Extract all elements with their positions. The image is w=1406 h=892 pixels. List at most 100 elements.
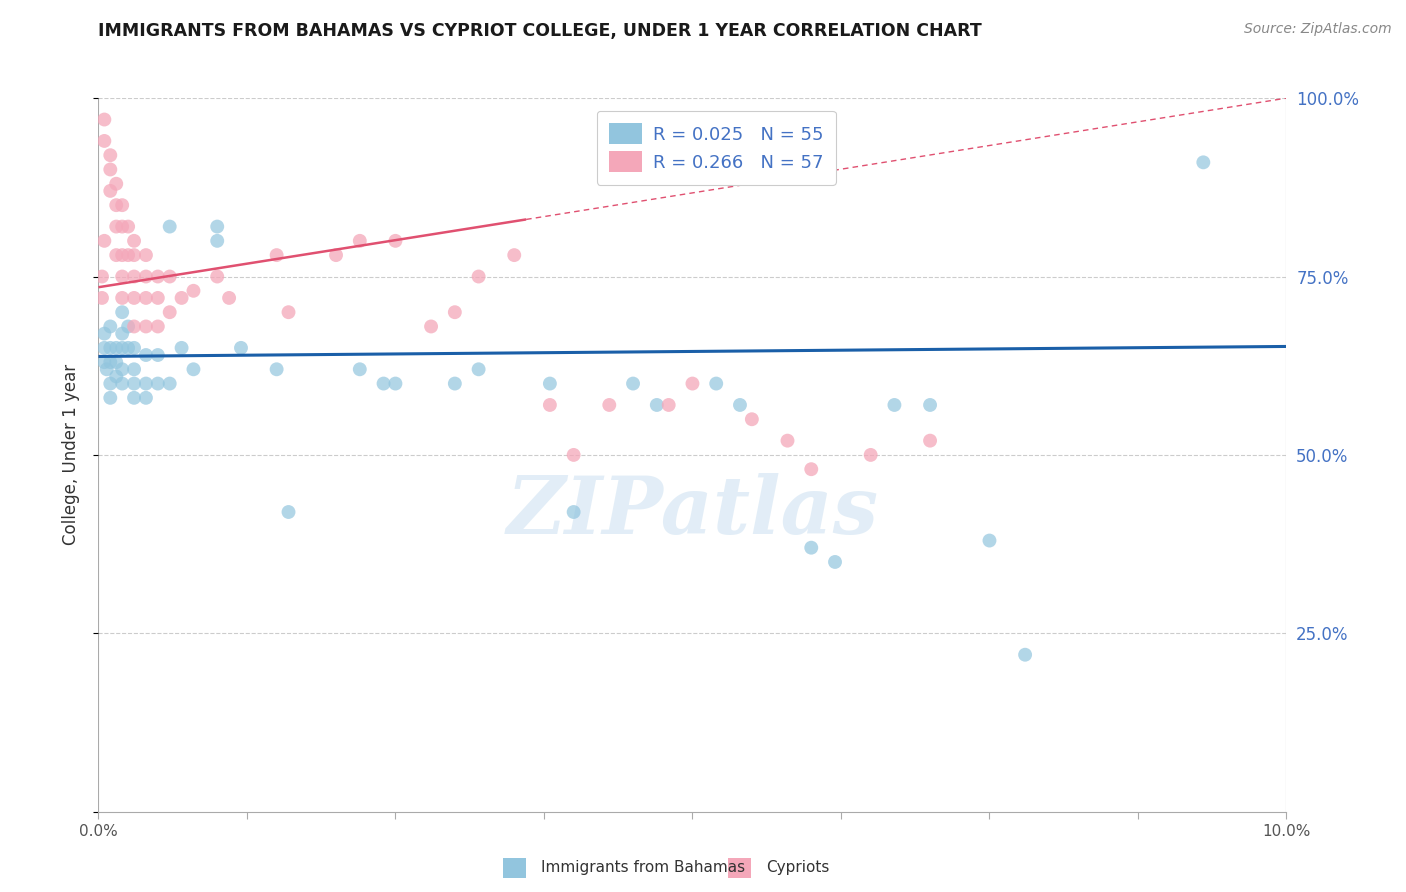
- Point: [93, 355, 115, 369]
- Point: [207, 219, 229, 234]
- Point: [562, 448, 585, 462]
- Point: [443, 305, 465, 319]
- Point: [183, 362, 205, 376]
- Point: [111, 219, 134, 234]
- Point: [146, 319, 169, 334]
- Point: [117, 248, 139, 262]
- Point: [658, 398, 681, 412]
- Point: [824, 555, 846, 569]
- Point: [105, 355, 128, 369]
- Point: [159, 219, 181, 234]
- Point: [98, 391, 121, 405]
- Text: Source: ZipAtlas.com: Source: ZipAtlas.com: [1244, 22, 1392, 37]
- Point: [349, 234, 371, 248]
- Point: [859, 448, 882, 462]
- Point: [538, 398, 561, 412]
- Point: [170, 341, 193, 355]
- Point: [920, 398, 942, 412]
- Point: [229, 341, 252, 355]
- Point: [111, 326, 134, 341]
- Point: [373, 376, 395, 391]
- Point: [349, 362, 371, 376]
- Point: [93, 326, 115, 341]
- Point: [122, 362, 145, 376]
- Point: [111, 248, 134, 262]
- Point: [93, 134, 115, 148]
- Point: [117, 219, 139, 234]
- Point: [146, 269, 169, 284]
- Text: IMMIGRANTS FROM BAHAMAS VS CYPRIOT COLLEGE, UNDER 1 YEAR CORRELATION CHART: IMMIGRANTS FROM BAHAMAS VS CYPRIOT COLLE…: [98, 22, 983, 40]
- Point: [105, 198, 128, 212]
- Point: [741, 412, 763, 426]
- Point: [135, 291, 157, 305]
- Point: [111, 362, 134, 376]
- Point: [598, 398, 620, 412]
- Point: [384, 234, 406, 248]
- Point: [135, 248, 157, 262]
- Point: [538, 376, 561, 391]
- Point: [93, 234, 115, 248]
- Point: [98, 184, 121, 198]
- Point: [135, 319, 157, 334]
- Point: [105, 248, 128, 262]
- Point: [277, 505, 299, 519]
- Text: Immigrants from Bahamas: Immigrants from Bahamas: [541, 860, 745, 874]
- Y-axis label: College, Under 1 year: College, Under 1 year: [62, 364, 80, 546]
- Point: [704, 376, 727, 391]
- Point: [111, 376, 134, 391]
- Point: [384, 376, 406, 391]
- Point: [682, 376, 704, 391]
- Point: [207, 234, 229, 248]
- Point: [776, 434, 799, 448]
- Point: [96, 362, 118, 376]
- Point: [325, 248, 347, 262]
- Point: [146, 291, 169, 305]
- Text: Cypriots: Cypriots: [766, 860, 830, 874]
- Point: [105, 177, 128, 191]
- Point: [98, 319, 121, 334]
- Point: [111, 305, 134, 319]
- Point: [98, 148, 121, 162]
- Point: [122, 291, 145, 305]
- Point: [277, 305, 299, 319]
- Point: [93, 341, 115, 355]
- Point: [122, 319, 145, 334]
- Point: [122, 234, 145, 248]
- Point: [562, 505, 585, 519]
- Point: [122, 391, 145, 405]
- Point: [135, 348, 157, 362]
- Point: [135, 269, 157, 284]
- Point: [420, 319, 443, 334]
- Point: [800, 541, 823, 555]
- Point: [1192, 155, 1215, 169]
- Point: [443, 376, 465, 391]
- Point: [159, 269, 181, 284]
- Point: [621, 376, 644, 391]
- Point: [920, 434, 942, 448]
- Point: [111, 341, 134, 355]
- Legend: R = 0.025   N = 55, R = 0.266   N = 57: R = 0.025 N = 55, R = 0.266 N = 57: [596, 111, 835, 185]
- Point: [467, 269, 489, 284]
- Point: [117, 319, 139, 334]
- Point: [1014, 648, 1036, 662]
- Point: [91, 269, 114, 284]
- Point: [105, 369, 128, 384]
- Point: [159, 305, 181, 319]
- Point: [266, 248, 288, 262]
- Point: [266, 362, 288, 376]
- Point: [111, 269, 134, 284]
- Point: [93, 112, 115, 127]
- Point: [98, 341, 121, 355]
- Point: [98, 355, 121, 369]
- Point: [105, 219, 128, 234]
- Point: [117, 341, 139, 355]
- Point: [111, 291, 134, 305]
- Point: [207, 269, 229, 284]
- Point: [122, 341, 145, 355]
- Point: [170, 291, 193, 305]
- Point: [503, 248, 526, 262]
- Point: [135, 376, 157, 391]
- Point: [135, 391, 157, 405]
- Point: [146, 376, 169, 391]
- Point: [91, 291, 114, 305]
